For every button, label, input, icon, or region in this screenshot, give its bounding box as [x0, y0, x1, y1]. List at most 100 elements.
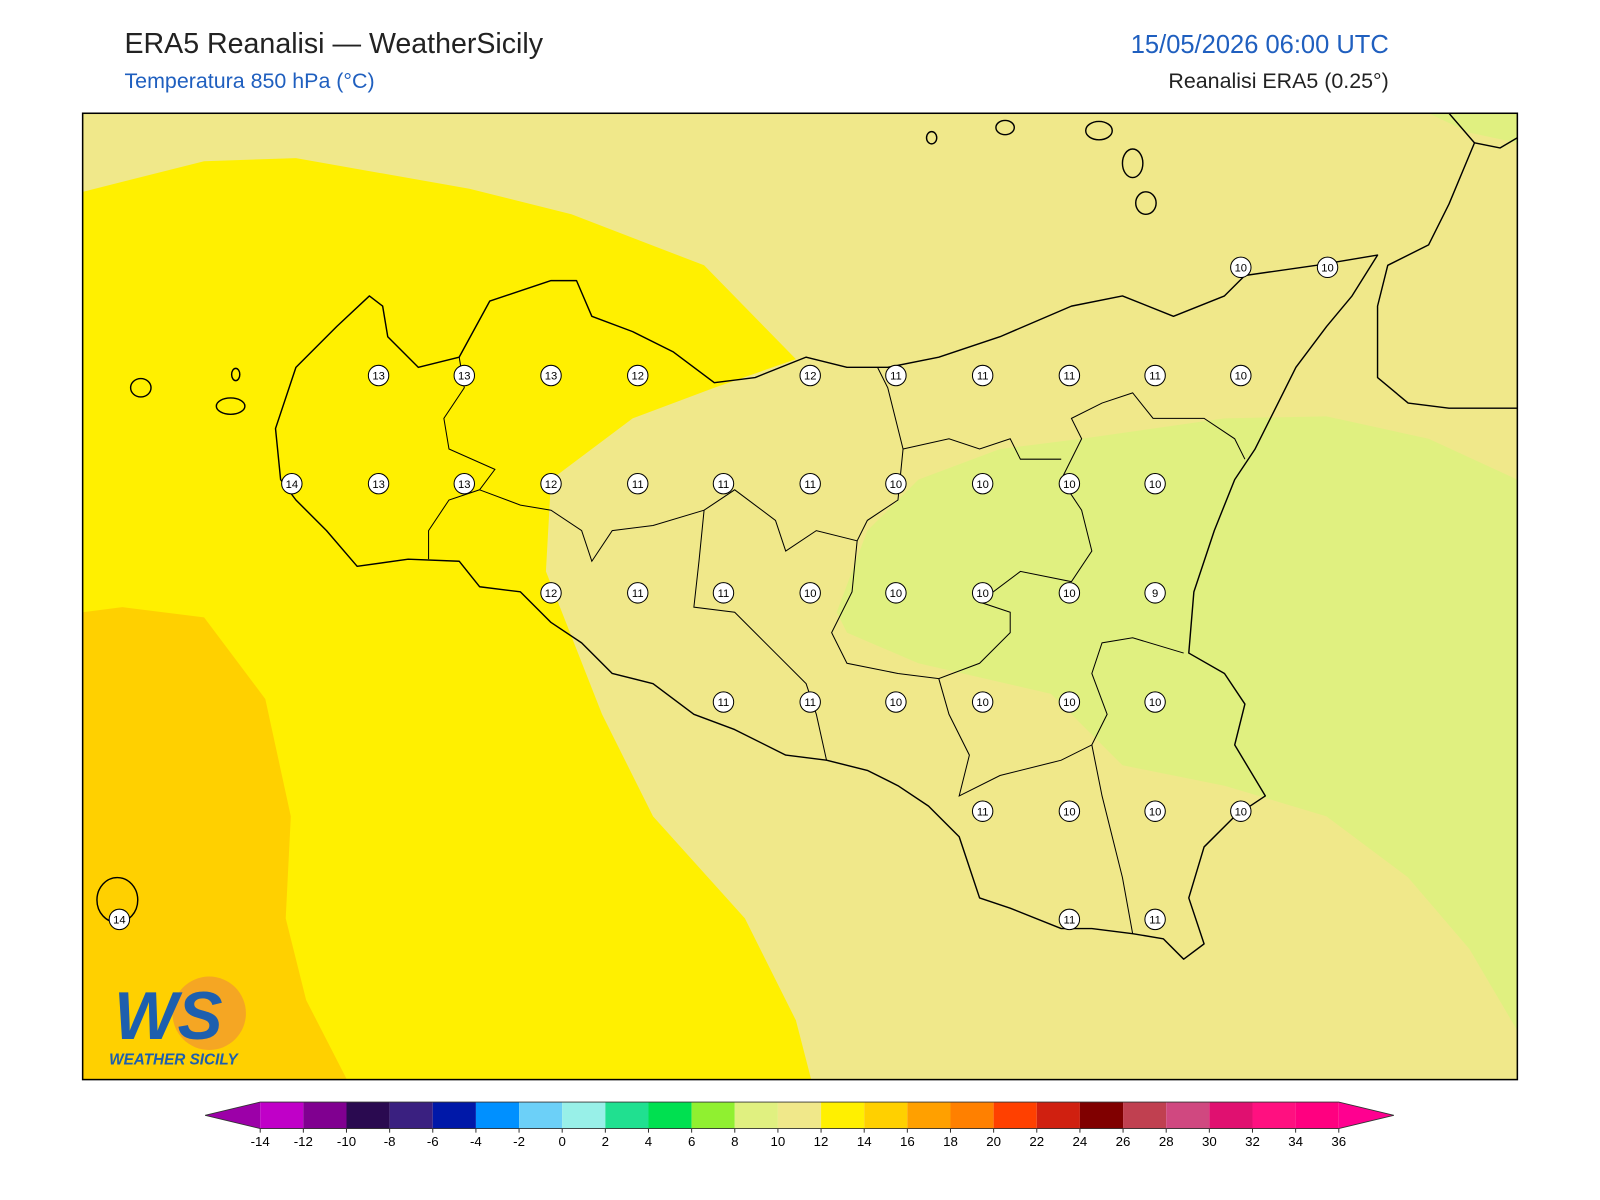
colorbar-bin — [777, 1102, 822, 1129]
title: ERA5 Reanalisi — WeatherSicily — [124, 28, 543, 60]
island — [215, 397, 246, 415]
colorbar-tick-label: 2 — [602, 1134, 609, 1149]
station-marker — [108, 908, 131, 931]
colorbar-bin — [605, 1102, 649, 1129]
colorbar-bin — [821, 1102, 865, 1129]
island — [230, 367, 241, 382]
station-value: 11 — [890, 371, 902, 383]
station-marker — [1230, 364, 1252, 387]
calabria-coast — [1376, 113, 1518, 409]
colorbar-tick-label: 26 — [1116, 1134, 1131, 1149]
colorbar-tick-label: 0 — [559, 1134, 566, 1149]
field-8-10 — [1428, 113, 1518, 143]
station-value: 11 — [718, 479, 730, 491]
colorbar-bin — [648, 1102, 692, 1129]
station-marker — [1144, 582, 1166, 604]
station-marker — [627, 472, 649, 495]
colorbar-tick-label: 14 — [857, 1134, 872, 1149]
calabria-coast — [1474, 137, 1518, 149]
station-value: 14 — [113, 914, 125, 926]
station-value: 10 — [1149, 697, 1161, 709]
station-value: 12 — [632, 371, 644, 383]
colorbar-tick-label: 32 — [1245, 1134, 1260, 1149]
station-value: 10 — [804, 588, 816, 600]
colorbar-tick-label: 8 — [731, 1134, 738, 1149]
colorbar-bin — [1079, 1102, 1124, 1129]
colorbar-over — [1338, 1102, 1394, 1129]
station-value: 10 — [976, 588, 988, 600]
colorbar-tick-label: 12 — [814, 1134, 829, 1149]
station-value: 13 — [458, 371, 470, 383]
station-marker — [1058, 908, 1081, 931]
colorbar-tick-label: 4 — [645, 1134, 652, 1149]
station-marker — [1058, 800, 1081, 822]
colorbar-bin — [346, 1102, 390, 1129]
station-layer: 10 10 13 13 13 12 12 11 11 11 11 10 14 13 13 12 11 11 11 10… — [108, 256, 1339, 931]
station-value: 12 — [804, 371, 816, 383]
colorbar-bin — [432, 1102, 476, 1129]
colorbar-bin — [950, 1102, 994, 1129]
island — [1121, 148, 1144, 179]
colorbar-tick-label: 18 — [943, 1134, 958, 1149]
island — [995, 119, 1015, 136]
station-marker — [627, 582, 649, 604]
logo-sun — [172, 976, 246, 1050]
station-value: 10 — [890, 697, 902, 709]
station-marker — [971, 472, 994, 495]
colorbar-bin — [1123, 1102, 1167, 1129]
station-value: 11 — [632, 588, 644, 600]
station-marker — [971, 364, 994, 387]
colorbar-bin — [1295, 1102, 1339, 1129]
station-marker — [540, 472, 562, 495]
station-marker — [367, 364, 390, 387]
station-value: 10 — [976, 697, 988, 709]
station-marker — [971, 800, 994, 822]
station-value: 13 — [372, 479, 384, 491]
colorbar-tick-label: 22 — [1029, 1134, 1044, 1149]
station-value: 11 — [1149, 914, 1161, 926]
station-value: 14 — [286, 479, 298, 491]
station-marker — [799, 472, 821, 495]
station-marker — [1058, 691, 1081, 713]
colorbar-bin — [519, 1102, 563, 1129]
colorbar-bin — [1209, 1102, 1253, 1129]
station-marker — [712, 691, 735, 713]
station-marker — [799, 582, 821, 604]
station-marker — [885, 472, 907, 495]
station-marker — [1230, 800, 1252, 822]
station-value: 12 — [545, 479, 557, 491]
colorbar-tick-label: 34 — [1288, 1134, 1303, 1149]
station-marker — [627, 364, 649, 387]
province-border — [1091, 744, 1134, 934]
field-8-10 — [836, 416, 1518, 1031]
station-value: 10 — [1149, 479, 1161, 491]
station-value: 10 — [1063, 697, 1075, 709]
sicily-coast — [274, 254, 1379, 960]
colorbar-bin — [691, 1102, 735, 1129]
station-marker — [1230, 256, 1252, 279]
station-marker — [885, 364, 907, 387]
province-border — [831, 392, 1246, 680]
station-marker — [885, 691, 907, 713]
field-14-16 — [82, 607, 347, 1080]
station-value: 10 — [1235, 371, 1247, 383]
station-marker — [1144, 800, 1166, 822]
station-marker — [1144, 472, 1166, 495]
station-marker — [1144, 908, 1166, 931]
station-value: 11 — [977, 371, 989, 383]
colorbar-tick-label: 20 — [986, 1134, 1001, 1149]
station-marker — [1144, 691, 1166, 713]
map-area — [82, 113, 1518, 1080]
station-marker — [1058, 472, 1081, 495]
station-value: 9 — [1152, 588, 1158, 600]
station-value: 10 — [890, 588, 902, 600]
source: Reanalisi ERA5 (0.25°) — [1168, 69, 1388, 93]
province-border — [428, 357, 496, 560]
island — [925, 130, 938, 145]
datetime: 15/05/2026 06:00 UTC — [1131, 31, 1389, 59]
logo-mark: WS — [114, 979, 223, 1054]
logo: WS WEATHER SICILY — [109, 976, 246, 1068]
